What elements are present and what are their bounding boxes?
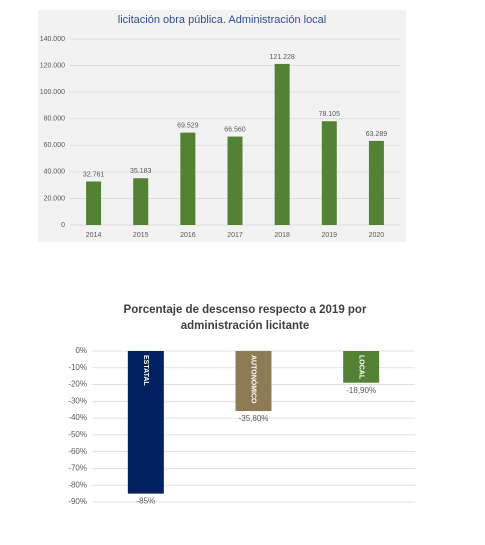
y-tick-label: -80% (68, 480, 87, 489)
y-tick-label: 0 (61, 222, 65, 229)
x-tick-label: 2017 (227, 232, 243, 239)
data-label: 63.289 (366, 131, 388, 138)
data-label: -35,80% (239, 414, 269, 423)
x-tick-label: 2015 (133, 232, 149, 239)
bar (227, 136, 243, 225)
y-tick-label: -60% (68, 447, 87, 456)
bar (321, 121, 337, 225)
y-tick-label: -30% (68, 396, 87, 405)
x-tick-label: 2018 (274, 232, 290, 239)
bar (343, 351, 380, 383)
y-tick-label: 80.000 (44, 116, 66, 123)
x-tick-label: 2019 (321, 232, 337, 239)
y-tick-label: -10% (68, 363, 87, 372)
y-tick-label: 140.000 (40, 36, 65, 43)
chart-title: licitación obra pública. Administración … (117, 14, 327, 26)
y-tick-label: -70% (68, 464, 87, 473)
bar (133, 178, 149, 225)
data-label: 32.761 (83, 171, 105, 178)
y-tick-label: -90% (68, 497, 87, 506)
y-tick-label: 20.000 (44, 195, 66, 202)
y-tick-label: 40.000 (44, 169, 66, 176)
x-tick-label: 2020 (369, 232, 385, 239)
chart-title: Porcentaje de descenso respecto a 2019 p… (123, 304, 367, 332)
data-label: 69.529 (177, 122, 199, 129)
y-tick-label: -40% (68, 413, 87, 422)
bar (274, 63, 290, 225)
y-tick-label: -50% (68, 430, 87, 439)
x-tick-label: 2014 (86, 232, 102, 239)
y-tick-label: 120.000 (40, 62, 65, 69)
bar (235, 351, 272, 412)
bar (86, 181, 102, 225)
y-tick-label: 0% (75, 346, 87, 355)
category-label: LOCAL (357, 355, 364, 380)
y-tick-label: 60.000 (44, 142, 66, 149)
bar (180, 132, 196, 225)
data-label: 78.105 (319, 111, 341, 118)
bar (127, 351, 164, 494)
data-label: 66.560 (224, 126, 246, 133)
y-tick-label: -20% (68, 380, 87, 389)
data-label: 35.183 (130, 168, 152, 175)
category-label: AUTONÓMICO (250, 355, 259, 404)
data-label: -85% (136, 497, 155, 506)
data-label: -18,90% (346, 386, 376, 395)
data-label: 121.228 (269, 54, 294, 61)
y-tick-label: 100.000 (40, 89, 65, 96)
category-label: ESTATAL (142, 355, 149, 386)
bar (368, 140, 384, 225)
x-tick-label: 2016 (180, 232, 196, 239)
